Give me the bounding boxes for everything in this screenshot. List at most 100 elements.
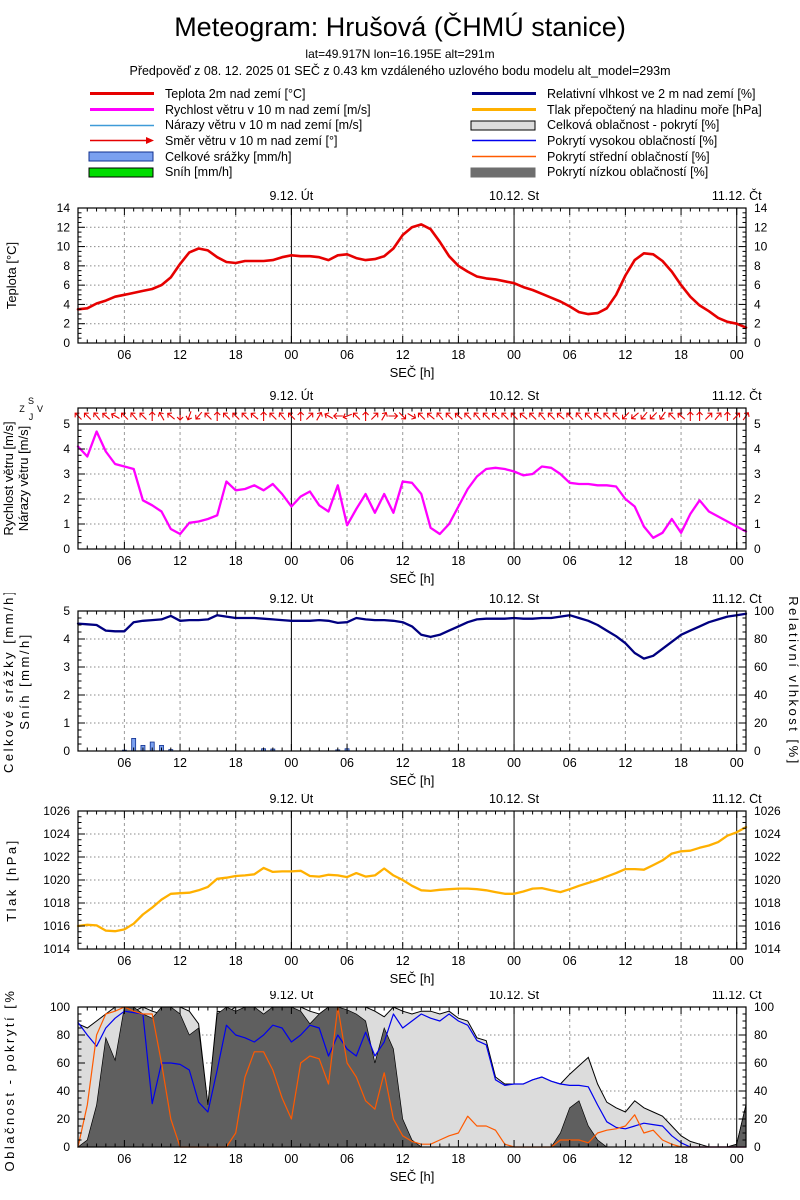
svg-text:00: 00 xyxy=(507,348,521,362)
svg-text:4: 4 xyxy=(63,632,70,646)
svg-text:11.12. Čt: 11.12. Čt xyxy=(712,991,762,1002)
svg-text:10: 10 xyxy=(754,240,768,254)
svg-text:Oblačnost - pokrytí [%]: Oblačnost - pokrytí [%] xyxy=(2,991,17,1172)
box-swatch-icon xyxy=(470,167,536,178)
svg-text:1018: 1018 xyxy=(754,896,781,910)
legend-item: Teplota 2m nad zemí [°C] xyxy=(88,86,371,102)
svg-text:12: 12 xyxy=(396,954,410,968)
legend-item: Pokrytí vysokou oblačností [%] xyxy=(470,133,762,149)
svg-text:0: 0 xyxy=(754,744,761,758)
line-thick-swatch-icon xyxy=(90,108,154,112)
legend-item-label: Směr větru v 10 m nad zemí [°] xyxy=(165,133,338,148)
svg-text:9.12. Út: 9.12. Út xyxy=(269,188,313,203)
svg-text:06: 06 xyxy=(563,348,577,362)
svg-text:60: 60 xyxy=(57,1056,71,1070)
svg-text:06: 06 xyxy=(117,954,131,968)
legend-item-label: Rychlost větru v 10 m nad zemí [m/s] xyxy=(165,102,371,117)
svg-text:1: 1 xyxy=(63,517,70,531)
svg-text:J: J xyxy=(29,412,34,422)
svg-text:10: 10 xyxy=(57,240,71,254)
svg-text:1: 1 xyxy=(63,716,70,730)
svg-text:100: 100 xyxy=(754,604,774,618)
svg-text:2: 2 xyxy=(63,688,70,702)
legend-item: Rychlost větru v 10 m nad zemí [m/s] xyxy=(88,102,371,118)
svg-text:06: 06 xyxy=(563,954,577,968)
svg-text:1026: 1026 xyxy=(43,804,70,818)
svg-text:06: 06 xyxy=(340,554,354,568)
svg-text:18: 18 xyxy=(451,756,465,770)
svg-text:5: 5 xyxy=(63,417,70,431)
svg-text:00: 00 xyxy=(730,348,744,362)
svg-text:12: 12 xyxy=(57,220,71,234)
svg-text:8: 8 xyxy=(63,259,70,273)
svg-text:11.12. Čt: 11.12. Čt xyxy=(712,593,762,606)
page-title: Meteogram: Hrušová (ČHMÚ stanice) xyxy=(174,12,626,42)
legend-item-label: Nárazy větru v 10 m nad zemí [m/s] xyxy=(165,118,363,133)
svg-text:10.12. St: 10.12. St xyxy=(489,389,540,403)
svg-text:18: 18 xyxy=(229,756,243,770)
temperature-chart: 9.12. Út 10.12. St 11.12. Čt0 02 24 46 68 810 10… xyxy=(0,186,800,388)
svg-text:00: 00 xyxy=(507,954,521,968)
legend-item-label: Relativní vlhkost ve 2 m nad zemí [%] xyxy=(547,86,756,101)
svg-text:06: 06 xyxy=(340,348,354,362)
legend-item: Pokrytí střední oblačností [%] xyxy=(470,149,762,165)
svg-text:10.12. St: 10.12. St xyxy=(489,793,540,806)
wind-direction-arrows xyxy=(74,411,750,421)
svg-text:4: 4 xyxy=(754,442,761,456)
svg-text:40: 40 xyxy=(754,1084,768,1098)
header: Meteogram: Hrušová (ČHMÚ stanice) lat=49… xyxy=(0,0,800,78)
svg-text:1026: 1026 xyxy=(754,804,781,818)
subtitle-forecast-info: Předpověď z 08. 12. 2025 01 SEČ z 0.43 k… xyxy=(129,64,671,78)
svg-text:11.12. Čt: 11.12. Čt xyxy=(712,793,762,806)
svg-text:00: 00 xyxy=(730,1152,744,1166)
svg-text:3: 3 xyxy=(63,467,70,481)
svg-text:4: 4 xyxy=(63,442,70,456)
svg-text:V: V xyxy=(37,404,43,414)
legend-item: Pokrytí nízkou oblačností [%] xyxy=(470,164,762,180)
svg-text:Relativní vlhkost [%]: Relativní vlhkost [%] xyxy=(786,596,800,766)
svg-text:Tlak [hPa]: Tlak [hPa] xyxy=(4,838,19,922)
svg-text:14: 14 xyxy=(754,201,768,215)
svg-text:4: 4 xyxy=(754,297,761,311)
subtitle-location: lat=49.917N lon=16.195E alt=291m xyxy=(305,47,495,61)
svg-text:1014: 1014 xyxy=(754,942,781,956)
svg-text:1016: 1016 xyxy=(754,919,781,933)
svg-text:1020: 1020 xyxy=(43,873,70,887)
svg-text:80: 80 xyxy=(57,1028,71,1042)
svg-text:12: 12 xyxy=(173,954,187,968)
svg-text:0: 0 xyxy=(63,744,70,758)
svg-text:Nárazy větru [m/s]: Nárazy větru [m/s] xyxy=(16,426,31,531)
legend-item: Celkové srážky [mm/h] xyxy=(88,149,371,165)
svg-text:18: 18 xyxy=(451,1152,465,1166)
svg-text:00: 00 xyxy=(284,348,298,362)
svg-text:12: 12 xyxy=(618,756,632,770)
svg-text:5: 5 xyxy=(63,604,70,618)
legend-item: Sníh [mm/h] xyxy=(88,164,371,180)
svg-text:0: 0 xyxy=(754,1140,761,1154)
legend-item: Nárazy větru v 10 m nad zemí [m/s] xyxy=(88,117,371,133)
svg-text:60: 60 xyxy=(754,660,768,674)
svg-text:18: 18 xyxy=(451,554,465,568)
svg-text:3: 3 xyxy=(63,660,70,674)
svg-text:1014: 1014 xyxy=(43,942,70,956)
svg-text:4: 4 xyxy=(63,297,70,311)
legend-item-label: Teplota 2m nad zemí [°C] xyxy=(165,86,306,101)
svg-text:0: 0 xyxy=(754,542,761,556)
svg-text:0: 0 xyxy=(63,1140,70,1154)
svg-text:18: 18 xyxy=(451,348,465,362)
line-thin-swatch-icon xyxy=(472,155,536,158)
box-swatch-icon xyxy=(88,151,154,162)
svg-text:12: 12 xyxy=(396,554,410,568)
legend-item: Tlak přepočtený na hladinu moře [hPa] xyxy=(470,102,762,118)
svg-text:80: 80 xyxy=(754,1028,768,1042)
svg-text:20: 20 xyxy=(754,716,768,730)
svg-text:9.12. Út: 9.12. Út xyxy=(269,388,313,403)
svg-text:1024: 1024 xyxy=(43,827,70,841)
legend-item-label: Celkové srážky [mm/h] xyxy=(165,149,292,164)
svg-text:1018: 1018 xyxy=(43,896,70,910)
precipitation-humidity-chart: 9.12. Út 10.12. St 11.12. Čt0 01 202 403 604 80… xyxy=(0,593,800,793)
svg-text:18: 18 xyxy=(674,348,688,362)
svg-text:10.12. St: 10.12. St xyxy=(489,189,540,203)
